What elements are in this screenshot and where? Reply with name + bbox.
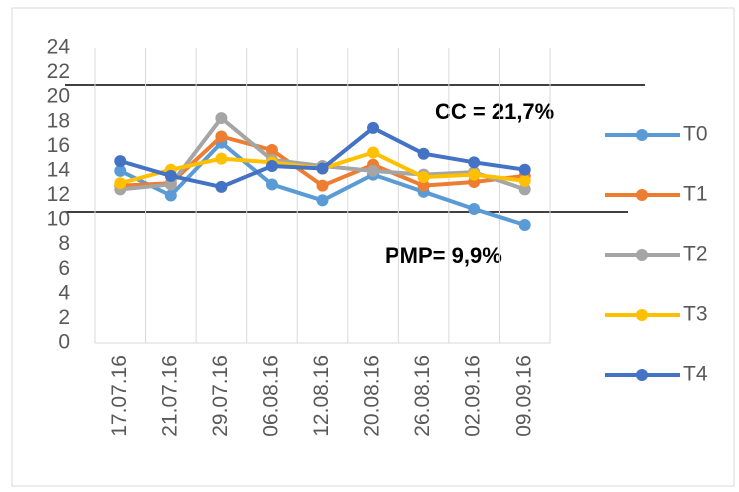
legend-marker: [636, 129, 648, 141]
y-tick-label: 18: [47, 109, 70, 132]
data-point: [417, 147, 430, 160]
data-point: [215, 152, 228, 165]
legend-marker: [636, 309, 648, 321]
data-point: [114, 164, 127, 177]
data-point: [316, 179, 329, 192]
y-tick-label: 8: [58, 232, 70, 255]
y-tick-label: 14: [47, 158, 71, 181]
x-tick-label: 06.08.16: [259, 355, 282, 437]
data-point: [316, 194, 329, 207]
y-tick-label: 12: [47, 183, 70, 206]
legend-label: T1: [683, 183, 708, 206]
data-point: [215, 112, 228, 125]
x-tick-label: 26.08.16: [411, 355, 434, 437]
data-point: [367, 164, 380, 177]
data-point: [265, 178, 278, 191]
x-tick-label: 12.08.16: [310, 355, 333, 437]
y-tick-label: 0: [58, 331, 70, 354]
legend-marker: [636, 189, 648, 201]
legend-marker: [636, 249, 648, 261]
data-point: [215, 130, 228, 143]
legend-label: T2: [683, 243, 708, 266]
data-point: [164, 178, 177, 191]
data-point: [164, 169, 177, 182]
legend-marker: [636, 369, 648, 381]
y-tick-label: 10: [47, 208, 70, 231]
legend-label: T3: [683, 303, 708, 326]
annotation: PMP= 9,9%: [385, 243, 502, 268]
data-point: [265, 144, 278, 157]
y-tick-label: 24: [47, 36, 71, 59]
data-point: [468, 156, 481, 169]
data-point: [417, 171, 430, 184]
data-point: [114, 177, 127, 190]
data-point: [316, 162, 329, 175]
annotation: CC = 21,7%: [435, 99, 554, 124]
data-point: [215, 180, 228, 193]
x-tick-label: 29.07.16: [209, 355, 232, 437]
legend-label: T0: [683, 123, 708, 146]
data-point: [367, 121, 380, 134]
data-point: [367, 146, 380, 159]
data-point: [518, 174, 531, 187]
data-point: [518, 219, 531, 231]
y-tick-label: 16: [47, 134, 70, 157]
y-tick-label: 4: [58, 281, 70, 304]
data-point: [468, 168, 481, 181]
data-point: [164, 189, 177, 202]
data-point: [114, 155, 127, 168]
x-tick-label: 09.09.16: [512, 355, 535, 437]
x-tick-label: 02.09.16: [462, 355, 485, 437]
data-point: [518, 183, 531, 196]
legend-label: T4: [683, 363, 708, 386]
x-tick-label: 17.07.16: [108, 355, 131, 437]
data-point: [265, 160, 278, 172]
y-tick-label: 22: [47, 60, 70, 83]
y-tick-label: 20: [47, 85, 70, 108]
data-point: [468, 203, 481, 216]
data-point: [417, 179, 430, 192]
chart-border: [11, 7, 735, 487]
series-line: [119, 125, 526, 189]
y-tick-label: 2: [58, 306, 70, 329]
data-point: [518, 163, 531, 176]
x-tick-label: 21.07.16: [158, 355, 181, 437]
x-tick-label: 20.08.16: [361, 355, 384, 437]
y-tick-label: 6: [58, 257, 70, 280]
